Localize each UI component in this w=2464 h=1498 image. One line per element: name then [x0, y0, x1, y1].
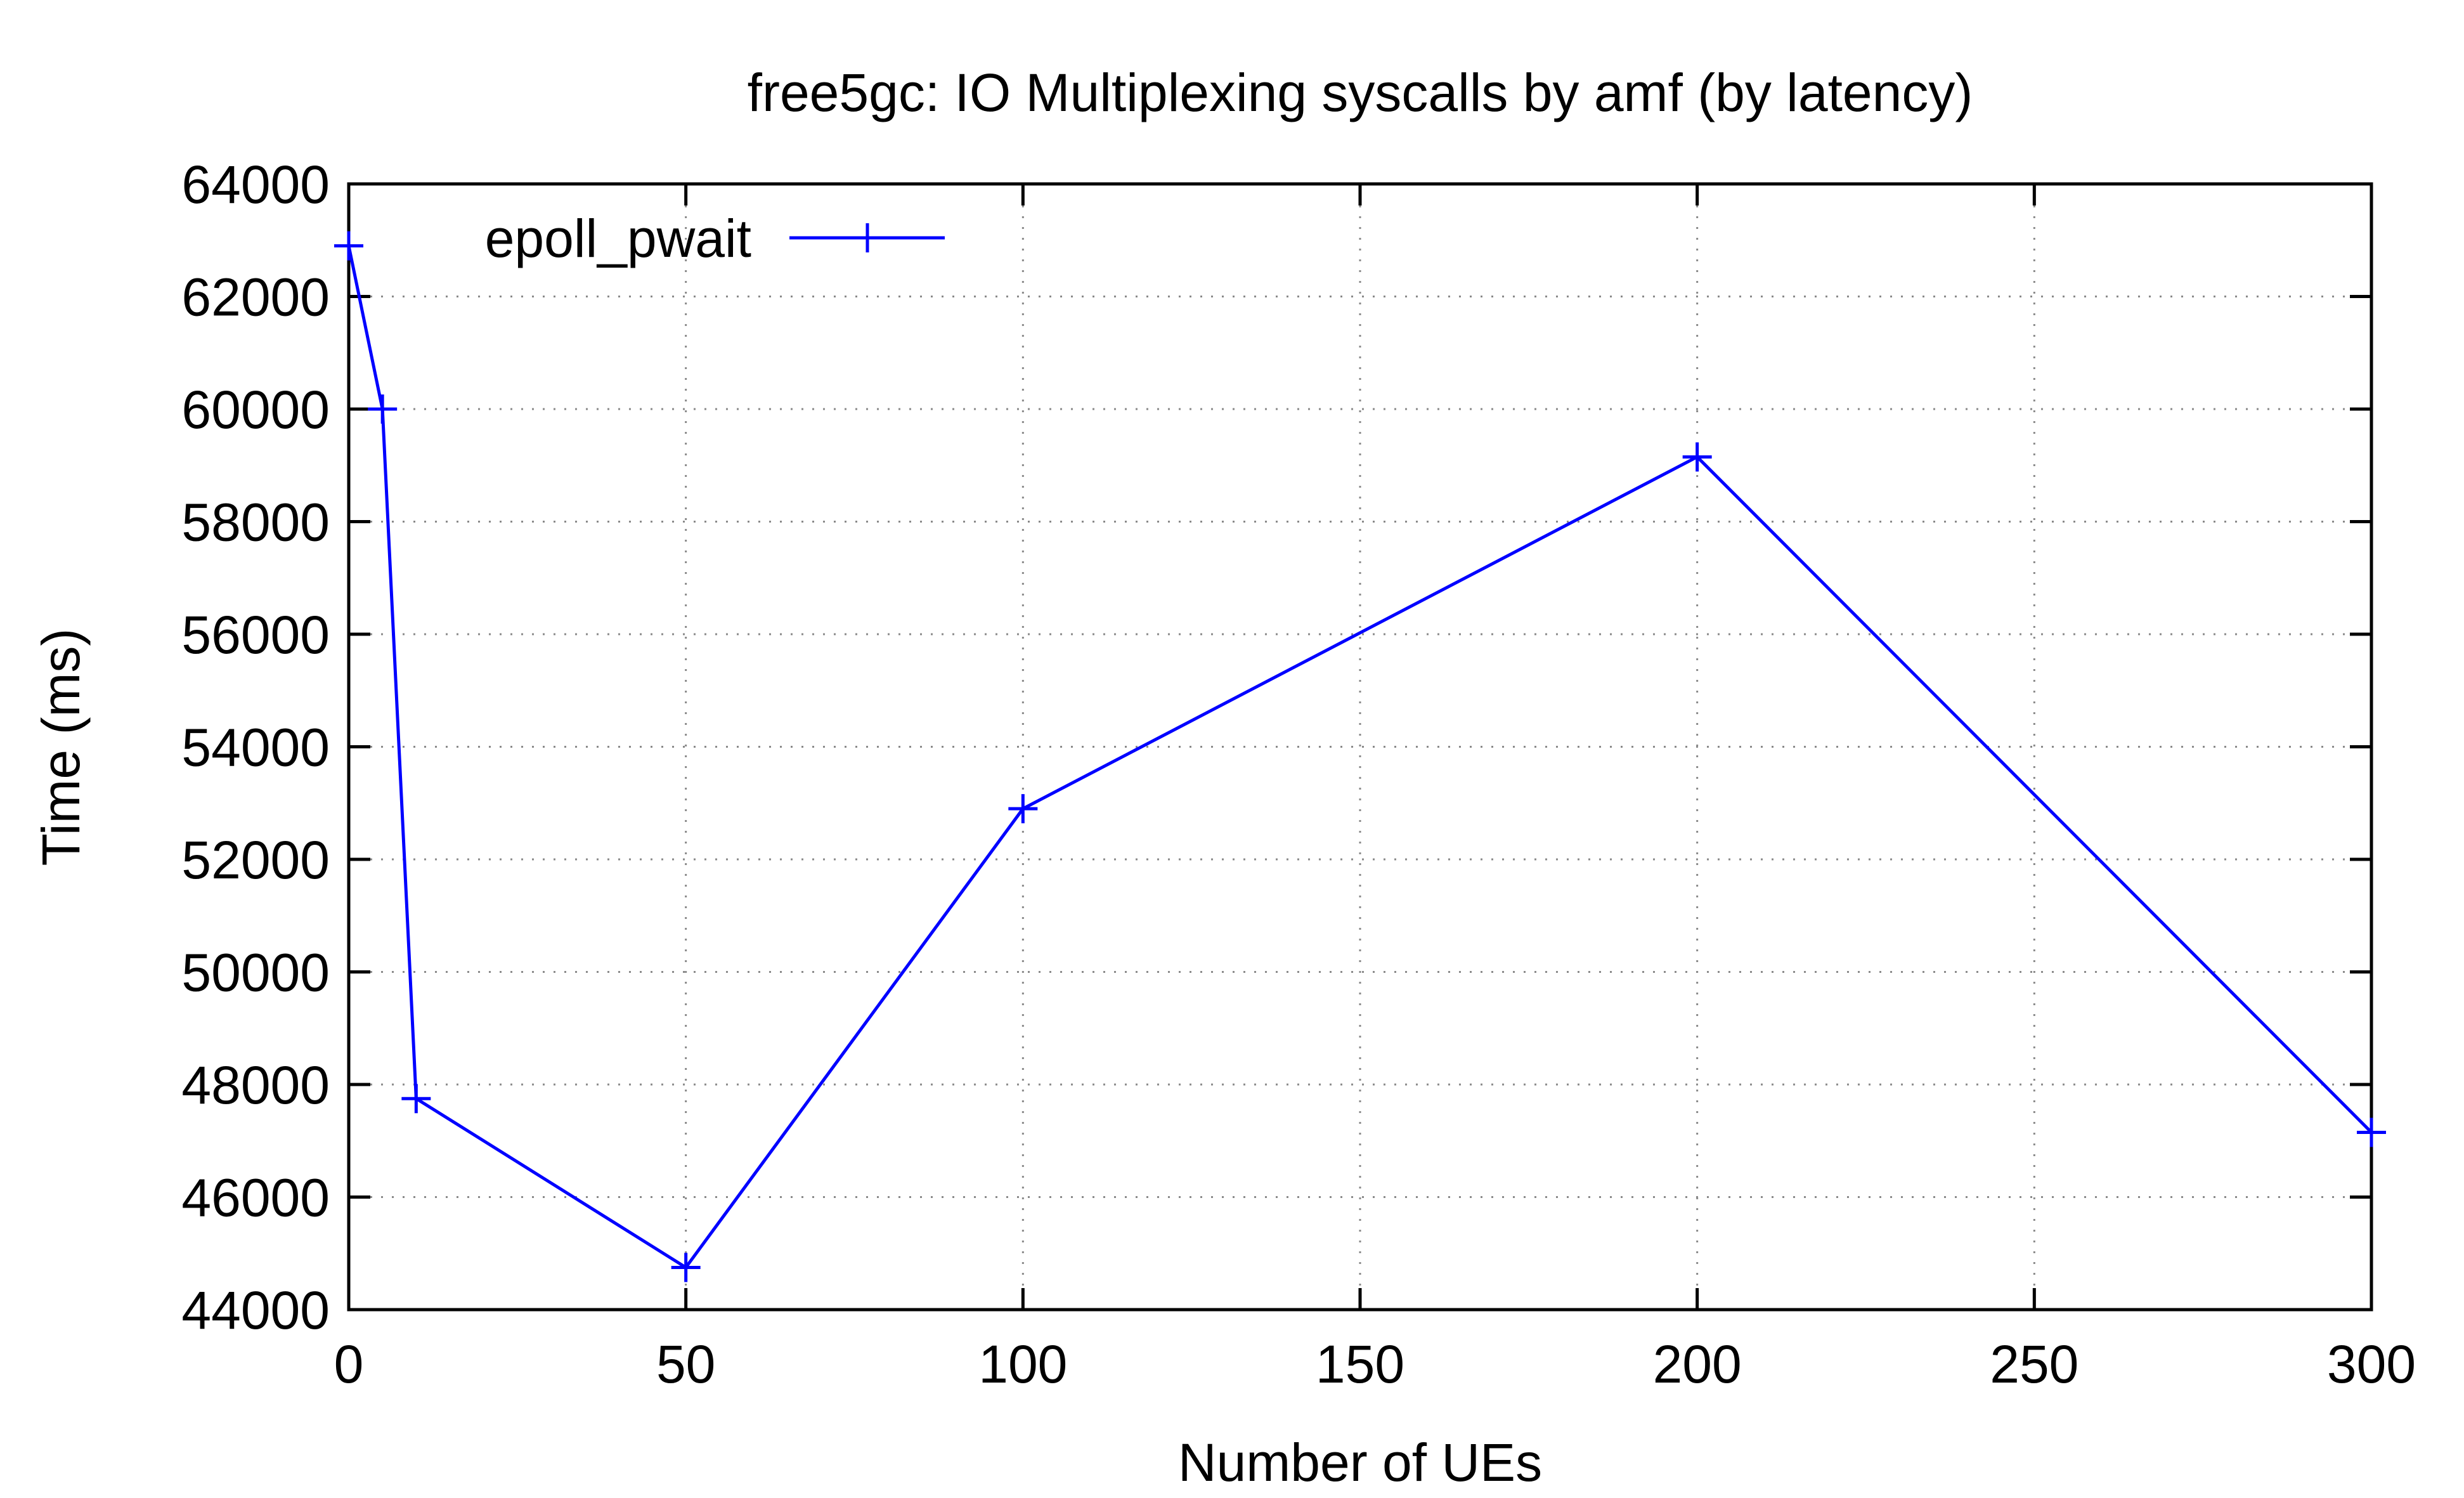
data-point — [368, 394, 398, 424]
y-tick-label: 50000 — [181, 943, 330, 1003]
y-tick-label: 64000 — [181, 155, 330, 214]
grid-lines — [349, 184, 2371, 1310]
data-point — [1682, 442, 1712, 472]
y-tick-label: 46000 — [181, 1168, 330, 1228]
y-tick-label: 52000 — [181, 830, 330, 890]
y-tick-label: 60000 — [181, 380, 330, 440]
y-tick-label: 48000 — [181, 1055, 330, 1115]
data-point — [2357, 1117, 2386, 1147]
legend-label-epoll_pwait: epoll_pwait — [485, 209, 751, 268]
x-tick-label: 250 — [1990, 1334, 2078, 1394]
x-tick-label: 200 — [1653, 1334, 1742, 1394]
x-tick-label: 150 — [1316, 1334, 1404, 1394]
x-tick-label: 0 — [334, 1334, 364, 1394]
axis-ticks: 44000 46000 48000 50000 52000 54000 56000 58000… — [181, 155, 2416, 1394]
y-tick-label: 54000 — [181, 718, 330, 778]
series-layer — [334, 231, 2386, 1282]
legend: epoll_pwait — [485, 209, 945, 268]
data-point — [401, 1084, 431, 1114]
x-tick-label: 100 — [978, 1334, 1067, 1394]
x-tick-label: 300 — [2327, 1334, 2416, 1394]
data-point — [1008, 794, 1038, 824]
y-tick-label: 56000 — [181, 605, 330, 665]
y-tick-label: 62000 — [181, 268, 330, 327]
y-tick-label: 58000 — [181, 493, 330, 552]
y-axis-label: Time (ms) — [31, 629, 91, 866]
chart-title: free5gc: IO Multiplexing syscalls by amf… — [748, 63, 1973, 122]
x-tick-label: 50 — [656, 1334, 715, 1394]
y-tick-label: 44000 — [181, 1280, 330, 1340]
data-point — [671, 1253, 701, 1282]
x-axis-label: Number of UEs — [1178, 1433, 1542, 1492]
data-point — [334, 231, 363, 261]
